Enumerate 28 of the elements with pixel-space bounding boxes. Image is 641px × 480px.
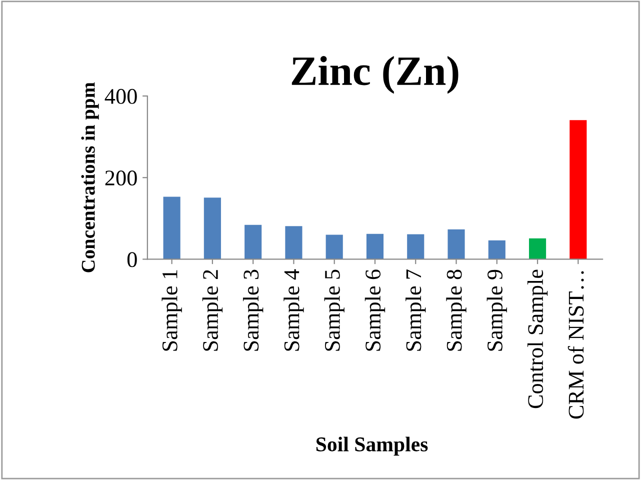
bar bbox=[407, 234, 424, 260]
bar bbox=[326, 234, 343, 260]
x-tick-label: CRM of NIST… bbox=[568, 271, 584, 419]
bar bbox=[488, 240, 506, 260]
y-tick-label: 200 bbox=[105, 170, 137, 186]
x-tick-label: Sample 7 bbox=[406, 270, 426, 351]
bar bbox=[204, 198, 221, 260]
bar bbox=[448, 229, 465, 260]
x-tick-label: Sample 6 bbox=[364, 270, 386, 351]
chart-title: Zinc (Zn) bbox=[292, 56, 458, 94]
x-axis-title: Soil Samples bbox=[316, 436, 428, 456]
x-tick-label: Sample 9 bbox=[486, 270, 507, 351]
x-tick-label: Sample 8 bbox=[446, 270, 466, 351]
y-tick-label: 0 bbox=[127, 252, 137, 268]
bar bbox=[528, 238, 546, 260]
x-tick-label: Sample 5 bbox=[324, 270, 344, 351]
y-tick-label: 400 bbox=[104, 88, 137, 104]
bar bbox=[163, 196, 180, 260]
x-tick-label: Sample 4 bbox=[284, 269, 304, 351]
bar bbox=[285, 226, 302, 260]
y-axis-title: Concentrations in ppm bbox=[81, 82, 99, 272]
bar bbox=[366, 234, 384, 260]
x-tick-label: Control Sample bbox=[527, 270, 548, 408]
bar bbox=[570, 120, 587, 260]
x-tick-label: Sample 3 bbox=[243, 270, 264, 351]
bar bbox=[244, 224, 262, 260]
x-tick-label: Sample 2 bbox=[202, 270, 223, 351]
x-tick-label: Sample 1 bbox=[162, 270, 182, 351]
